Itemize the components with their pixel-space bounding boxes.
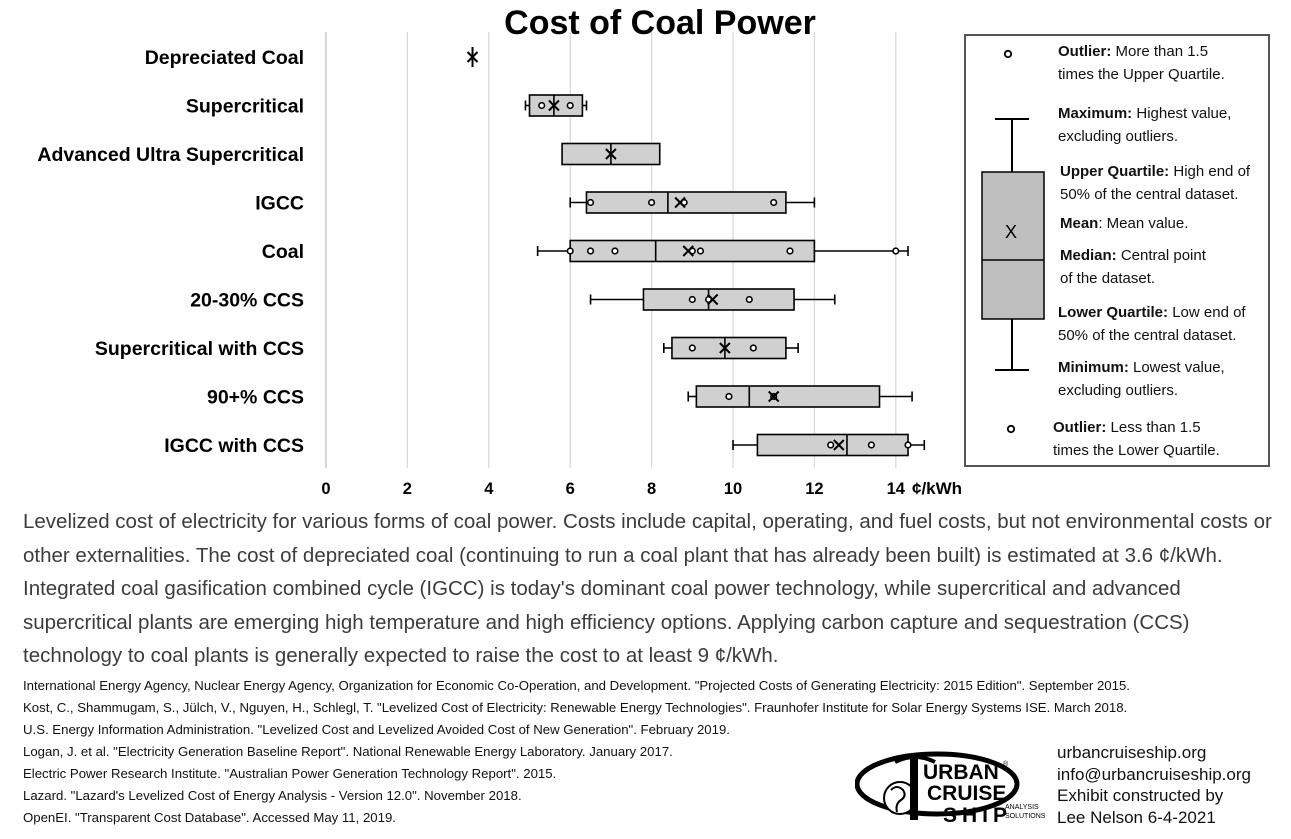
reference-item: U.S. Energy Information Administration. …: [23, 722, 730, 737]
mean-marker: [719, 342, 731, 354]
x-tick-label: 0: [321, 480, 330, 498]
data-point: [647, 198, 656, 207]
iqr-box: [528, 94, 584, 117]
references-list: International Energy Agency, Nuclear Ene…: [23, 675, 1130, 829]
email-link[interactable]: info@urbancruiseship.org: [1057, 764, 1251, 784]
category-label: Supercritical: [186, 96, 304, 118]
category-label: 20-30% CCS: [190, 290, 304, 312]
data-point: [688, 295, 696, 304]
reference-item: Lazard. "Lazard's Levelized Cost of Ener…: [23, 788, 522, 803]
mean-marker: [605, 148, 617, 160]
category-label: Depreciated Coal: [145, 47, 304, 69]
data-point: [586, 198, 595, 207]
legend-outlier-low-marker: [1006, 424, 1016, 434]
x-tick-label: 4: [484, 480, 494, 498]
x-axis-label: ¢/kWh: [912, 479, 962, 498]
reference-item: Logan, J. et al. "Electricity Generation…: [23, 744, 673, 759]
iqr-box: [642, 288, 795, 311]
mean-marker: [767, 390, 780, 403]
iqr-box: [695, 385, 881, 408]
svg-text:SHIP: SHIP: [943, 804, 1012, 827]
data-point: [786, 247, 794, 255]
category-label: IGCC: [255, 193, 304, 215]
urban-cruise-ship-logo: URBAN CRUISE SHIP ® ANALYSIS SOLUTIONS: [855, 751, 1046, 827]
x-tick-label: 12: [805, 480, 823, 498]
legend-graphic: X: [981, 49, 1045, 434]
mean-marker: [706, 293, 719, 306]
x-tick-label: 2: [403, 480, 412, 498]
reference-item: International Energy Agency, Nuclear Ene…: [23, 678, 1130, 693]
legend-minimum: Minimum: Lowest value, excluding outliers…: [1058, 359, 1225, 399]
x-tick-label: 8: [647, 480, 656, 498]
category-label: Coal: [262, 241, 304, 263]
contact-info: urbancruiseship.org info@urbancruiseship…: [1057, 742, 1251, 828]
data-point: [745, 295, 753, 304]
boxplot-chart: Depreciated Coal Supercritical Advanced Ul…: [37, 32, 962, 498]
category-label: 90+% CCS: [207, 387, 304, 409]
data-point: [770, 198, 778, 207]
svg-text:®: ®: [1003, 760, 1009, 768]
data-point: [696, 247, 705, 255]
data-point: [566, 101, 574, 110]
mean-marker: [674, 196, 686, 209]
x-tick-label: 14: [887, 480, 906, 498]
data-point: [904, 441, 912, 449]
chart-title: Cost of Coal Power: [504, 4, 816, 42]
legend-outlier-low: Outlier: Less than 1.5 times the Lower Qu…: [1053, 419, 1220, 459]
credit-line-1: Exhibit constructed by: [1057, 786, 1224, 805]
x-tick-label: 6: [566, 480, 575, 498]
legend-mean: Mean: Mean value.: [1060, 215, 1189, 232]
mean-marker: [833, 439, 845, 451]
data-point: [688, 344, 696, 352]
legend-maximum: Maximum: Highest value, excluding outlier…: [1058, 105, 1232, 145]
svg-text:CRUISE: CRUISE: [927, 782, 1006, 805]
data-point: [538, 101, 546, 110]
svg-text:ANALYSIS: ANALYSIS: [1005, 804, 1039, 811]
legend-lower-quartile: Lower Quartile: Low end of 50% of the cen…: [1058, 304, 1246, 344]
mean-marker: [548, 99, 560, 112]
legend-box: [981, 171, 1045, 320]
x-tick-label: 10: [724, 480, 742, 498]
data-point: [611, 247, 619, 255]
legend-outlier-high-marker: [1003, 49, 1013, 59]
legend-mean-marker: X: [1005, 222, 1017, 242]
svg-text:SOLUTIONS: SOLUTIONS: [1005, 813, 1046, 820]
category-label: Advanced Ultra Supercritical: [37, 144, 304, 166]
category-label: IGCC with CCS: [164, 435, 304, 457]
website-link[interactable]: urbancruiseship.org: [1057, 743, 1207, 762]
svg-text:URBAN: URBAN: [923, 761, 999, 784]
legend-upper-quartile: Upper Quartile: High end of 50% of the ce…: [1060, 163, 1251, 203]
data-point: [749, 344, 757, 352]
chart-description: Levelized cost of electricity for variou…: [23, 510, 1272, 667]
reference-item: Kost, C., Shammugam, S., Jülch, V., Nguy…: [23, 700, 1128, 715]
outlier-point: [892, 247, 900, 255]
reference-item: Electric Power Research Institute. "Aust…: [23, 766, 557, 781]
legend-outlier-high: Outlier: More than 1.5 times the Upper Qu…: [1058, 43, 1225, 83]
data-point: [725, 392, 733, 401]
mean-marker: [682, 245, 694, 257]
data-point: [867, 441, 875, 449]
credit-line-2: Lee Nelson 6-4-2021: [1057, 807, 1216, 827]
reference-item: OpenEI. "Transparent Cost Database". Acc…: [23, 810, 396, 825]
data-point: [827, 441, 835, 449]
legend-median: Median: Central point of the dataset.: [1060, 247, 1206, 287]
category-label: Supercritical with CCS: [95, 338, 304, 360]
chart-legend: X Outlier: More than 1.5 times the Upper …: [964, 34, 1270, 467]
iqr-box: [671, 336, 787, 360]
data-point: [566, 247, 574, 255]
data-point: [586, 247, 595, 255]
